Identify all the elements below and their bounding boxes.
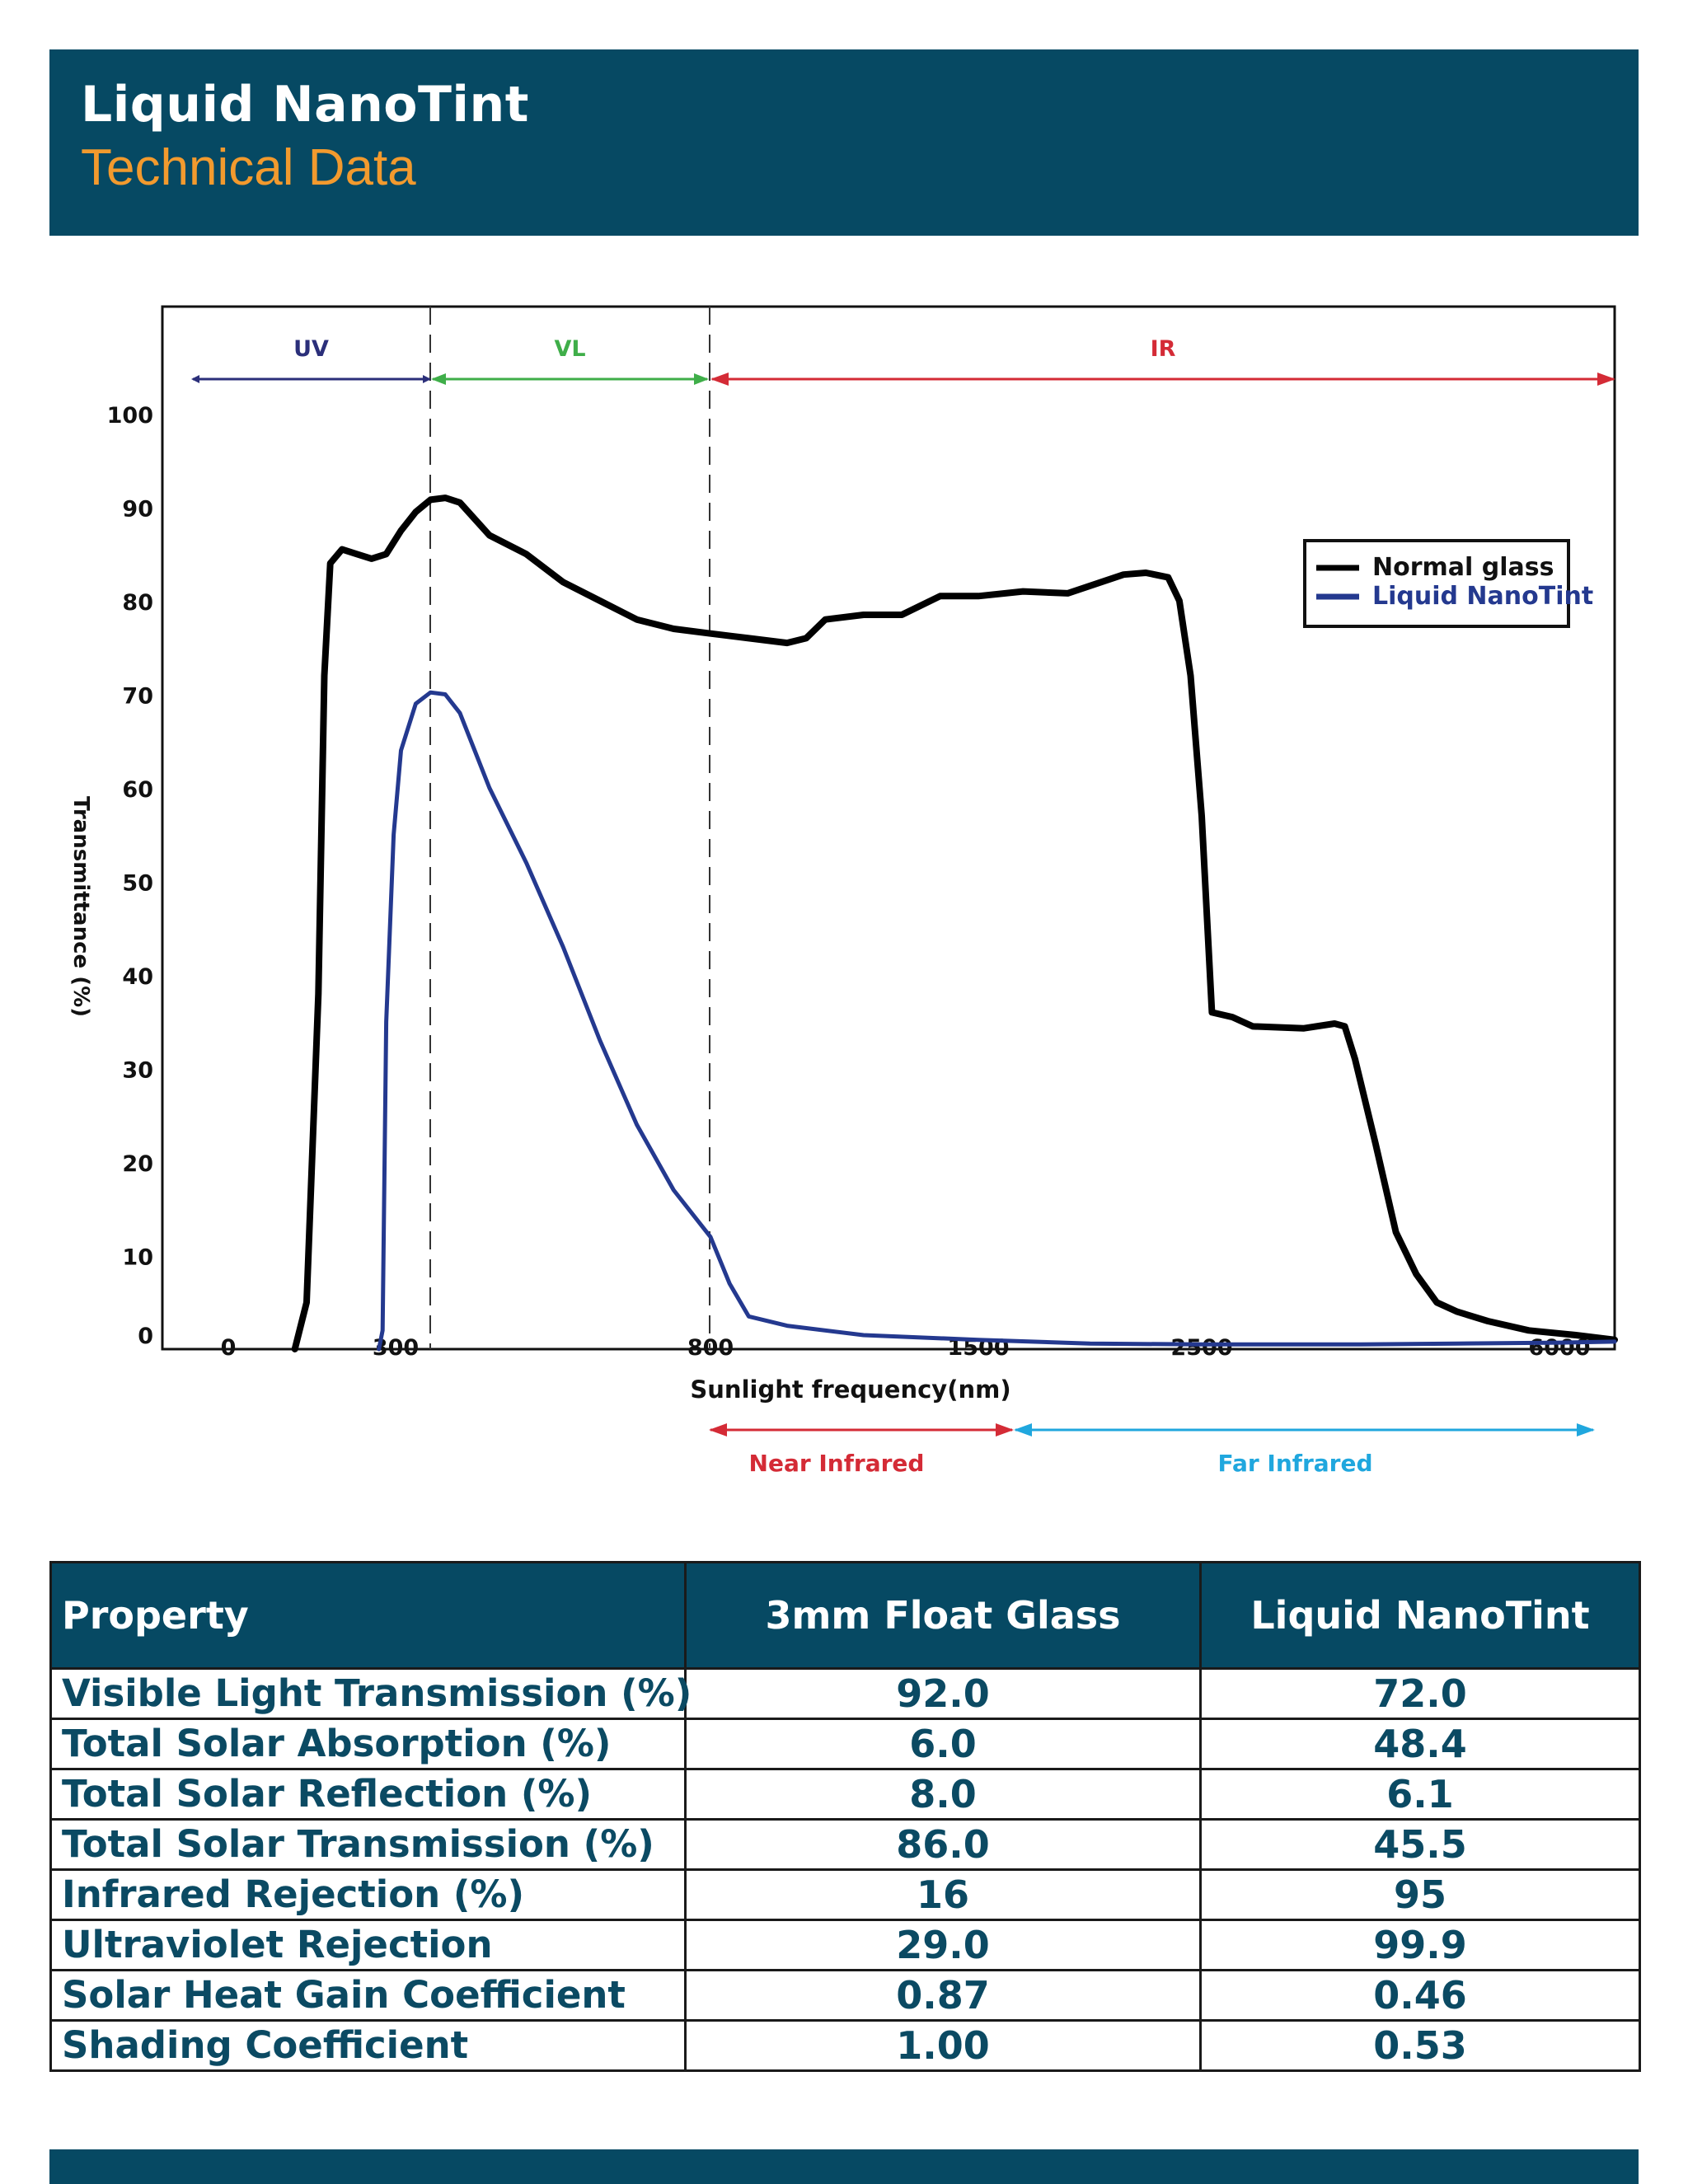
x-tick-label: 800 — [687, 1335, 734, 1361]
nanotint-value: 48.4 — [1199, 1718, 1641, 1770]
page-title: Liquid NanoTint — [81, 76, 529, 134]
y-axis-label: Transmittance (%) — [68, 796, 93, 1017]
chart-legend: Normal glass Liquid NanoTint — [1303, 539, 1593, 628]
property-name: Total Solar Absorption (%) — [49, 1718, 687, 1770]
y-tick-label: 100 — [107, 403, 153, 429]
property-name: Total Solar Reflection (%) — [49, 1768, 687, 1821]
property-name: Shading Coefficient — [49, 2019, 687, 2072]
y-tick-label: 40 — [122, 964, 153, 990]
nanotint-value: 0.46 — [1199, 1969, 1641, 2022]
plot-frame — [161, 305, 1616, 1351]
nanotint-value: 45.5 — [1199, 1818, 1641, 1871]
nanotint-value: 0.53 — [1199, 2019, 1641, 2072]
y-tick-label: 90 — [122, 497, 153, 523]
page-subtitle: Technical Data — [81, 139, 416, 196]
x-tick-label: 0 — [221, 1335, 237, 1361]
table-row: Total Solar Absorption (%) 6.0 48.4 — [49, 1718, 1641, 1770]
float-glass-value: 92.0 — [684, 1667, 1202, 1720]
y-axis-ticks: 0 10 20 30 40 50 60 70 80 90 100 — [107, 403, 153, 1349]
x-tick-label: 6000 — [1528, 1335, 1590, 1361]
table-row: Infrared Rejection (%) 16 95 — [49, 1868, 1641, 1921]
table-row: Ultraviolet Rejection 29.0 99.9 — [49, 1919, 1641, 1971]
sub-band-label-1: Far Infrared — [1217, 1450, 1372, 1477]
nanotint-value: 99.9 — [1199, 1919, 1641, 1971]
nanotint-value: 6.1 — [1199, 1768, 1641, 1821]
property-name: Ultraviolet Rejection — [49, 1919, 687, 1971]
property-name: Infrared Rejection (%) — [49, 1868, 687, 1921]
y-tick-label: 50 — [122, 871, 153, 897]
float-glass-value: 8.0 — [684, 1768, 1202, 1821]
float-glass-value: 0.87 — [684, 1969, 1202, 2022]
float-glass-value: 16 — [684, 1868, 1202, 1921]
y-tick-label: 80 — [122, 590, 153, 616]
y-tick-label: 0 — [138, 1324, 153, 1349]
x-tick-label: 2500 — [1170, 1335, 1232, 1361]
y-tick-label: 10 — [122, 1245, 153, 1271]
table-header-row: Property 3mm Float Glass Liquid NanoTint — [49, 1561, 1641, 1670]
legend-label-normal-glass: Normal glass — [1372, 553, 1554, 582]
table-row: Solar Heat Gain Coefficient 0.87 0.46 — [49, 1969, 1641, 2022]
chart-series — [291, 494, 1618, 1352]
y-tick-label: 30 — [122, 1058, 153, 1084]
header-property: Property — [49, 1561, 687, 1670]
series-line-normal-glass — [291, 494, 1618, 1352]
sub-band-label-0: Near Infrared — [749, 1450, 925, 1477]
y-tick-label: 60 — [122, 777, 153, 803]
nanotint-value: 95 — [1199, 1868, 1641, 1921]
footer-bar — [49, 2149, 1639, 2184]
float-glass-value: 6.0 — [684, 1718, 1202, 1770]
y-tick-label: 70 — [122, 684, 153, 710]
property-name: Visible Light Transmission (%) — [49, 1667, 692, 1720]
band-label-ir: IR — [1151, 336, 1176, 362]
header-liquid-nanotint: Liquid NanoTint — [1199, 1561, 1641, 1670]
table-row: Total Solar Transmission (%) 86.0 45.5 — [49, 1818, 1641, 1871]
float-glass-value: 86.0 — [684, 1818, 1202, 1871]
header-float-glass: 3mm Float Glass — [684, 1561, 1202, 1670]
legend-label-liquid-nanotint: Liquid NanoTint — [1372, 582, 1593, 611]
property-name: Total Solar Transmission (%) — [49, 1818, 687, 1871]
table-row: Shading Coefficient 1.00 0.53 — [49, 2019, 1641, 2072]
header-banner: Liquid NanoTint Technical Data — [49, 49, 1639, 236]
band-label-uv: UV — [293, 336, 329, 362]
legend-box — [1303, 539, 1570, 628]
band-label-vl: VL — [554, 336, 585, 362]
nanotint-value: 72.0 — [1199, 1667, 1641, 1720]
series-line-liquid-nanotint — [377, 690, 1617, 1352]
float-glass-value: 1.00 — [684, 2019, 1202, 2072]
y-tick-label: 20 — [122, 1151, 153, 1177]
properties-table: Property 3mm Float Glass Liquid NanoTint… — [49, 1561, 1641, 2072]
x-axis-label: Sunlight frequency(nm) — [690, 1376, 1010, 1404]
table-row: Total Solar Reflection (%) 8.0 6.1 — [49, 1768, 1641, 1821]
table-row: Visible Light Transmission (%) 92.0 72.0 — [49, 1667, 1641, 1720]
float-glass-value: 29.0 — [684, 1919, 1202, 1971]
band-annotations: UV VL IR — [191, 307, 1615, 1349]
property-name: Solar Heat Gain Coefficient — [49, 1969, 687, 2022]
infrared-sub-bands: Near Infrared Far Infrared — [709, 1423, 1595, 1477]
